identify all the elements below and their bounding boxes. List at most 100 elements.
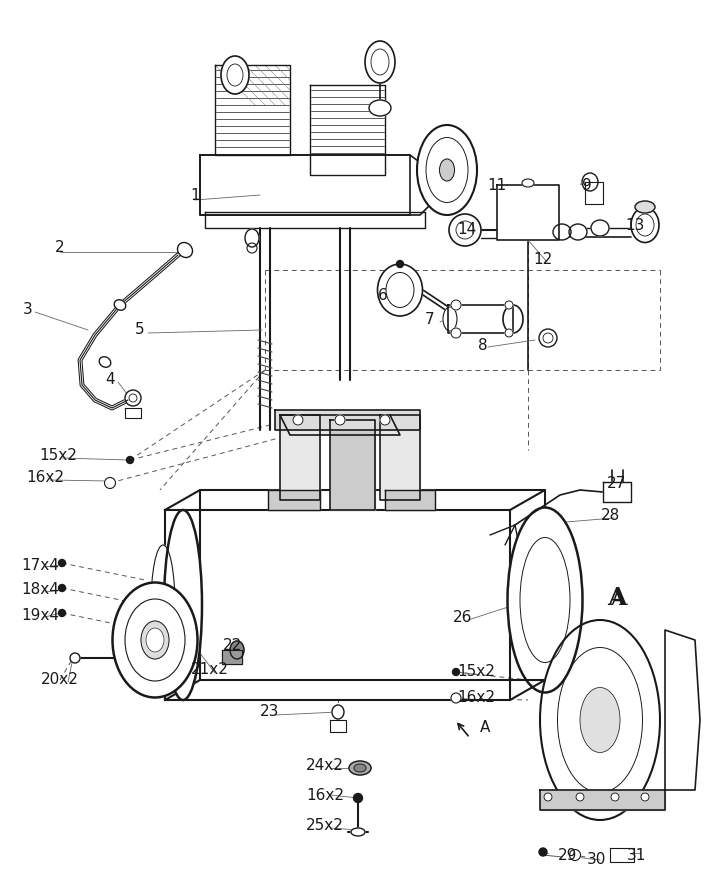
Ellipse shape [113, 583, 197, 697]
Ellipse shape [245, 229, 259, 247]
Polygon shape [268, 490, 320, 510]
Ellipse shape [129, 394, 137, 402]
Ellipse shape [426, 138, 468, 203]
Bar [585, 182, 603, 204]
Ellipse shape [99, 357, 111, 367]
Text: 18x4: 18x4 [21, 583, 59, 597]
Ellipse shape [371, 49, 389, 75]
Polygon shape [665, 630, 700, 790]
Polygon shape [540, 790, 665, 810]
Polygon shape [215, 65, 290, 155]
Polygon shape [205, 212, 425, 228]
Ellipse shape [349, 761, 371, 775]
Circle shape [396, 260, 403, 267]
Polygon shape [200, 155, 410, 215]
Ellipse shape [580, 687, 620, 753]
Ellipse shape [440, 159, 455, 181]
Ellipse shape [569, 224, 587, 240]
Text: 30: 30 [586, 853, 606, 867]
Text: 5: 5 [135, 323, 145, 338]
Circle shape [451, 300, 461, 310]
Text: 1: 1 [190, 188, 200, 203]
Text: 19x4: 19x4 [21, 608, 59, 622]
Bar [497, 185, 559, 240]
Ellipse shape [508, 508, 583, 693]
Ellipse shape [543, 333, 553, 343]
Circle shape [105, 477, 116, 488]
Text: 22: 22 [223, 637, 243, 653]
Text: 13: 13 [625, 217, 645, 232]
Ellipse shape [456, 221, 474, 239]
Polygon shape [380, 415, 420, 500]
Text: 16x2: 16x2 [26, 470, 64, 485]
Bar [330, 720, 346, 732]
Ellipse shape [449, 214, 481, 246]
Polygon shape [165, 680, 545, 700]
Ellipse shape [369, 100, 391, 116]
Circle shape [127, 457, 134, 463]
Circle shape [544, 793, 552, 801]
Text: A: A [480, 720, 490, 735]
Ellipse shape [386, 273, 414, 308]
Ellipse shape [417, 125, 477, 215]
Text: 31: 31 [626, 848, 646, 863]
Circle shape [59, 585, 66, 592]
Text: 16x2: 16x2 [457, 690, 495, 705]
Circle shape [505, 301, 513, 309]
Ellipse shape [631, 207, 659, 242]
Ellipse shape [125, 390, 141, 406]
Ellipse shape [230, 641, 244, 659]
Ellipse shape [582, 173, 598, 191]
Text: 17x4: 17x4 [21, 558, 59, 572]
Ellipse shape [114, 299, 126, 310]
Circle shape [451, 693, 461, 703]
Circle shape [59, 560, 66, 567]
Polygon shape [165, 490, 545, 510]
Ellipse shape [539, 329, 557, 347]
Text: 14: 14 [458, 223, 476, 238]
Text: 15x2: 15x2 [457, 664, 495, 679]
Ellipse shape [227, 64, 243, 86]
Ellipse shape [125, 599, 185, 681]
Polygon shape [200, 155, 440, 215]
Circle shape [576, 793, 584, 801]
Polygon shape [385, 490, 435, 510]
Ellipse shape [177, 242, 192, 257]
Circle shape [453, 669, 460, 676]
Circle shape [293, 415, 303, 425]
Text: 24x2: 24x2 [306, 757, 344, 772]
Text: 28: 28 [600, 508, 620, 522]
Ellipse shape [443, 307, 457, 331]
Ellipse shape [164, 510, 202, 700]
Text: 27: 27 [607, 476, 625, 491]
Text: 9: 9 [582, 178, 592, 192]
Ellipse shape [522, 179, 534, 187]
Bar [448, 305, 513, 333]
Text: 12: 12 [534, 252, 552, 267]
Polygon shape [330, 420, 375, 510]
Text: 23: 23 [260, 704, 280, 720]
Ellipse shape [354, 764, 366, 772]
Polygon shape [280, 415, 320, 500]
Text: A: A [607, 586, 627, 610]
Ellipse shape [70, 653, 80, 663]
Ellipse shape [332, 705, 344, 719]
Ellipse shape [221, 56, 249, 94]
Ellipse shape [636, 214, 654, 236]
Circle shape [380, 415, 390, 425]
Ellipse shape [247, 243, 257, 253]
Polygon shape [280, 415, 400, 435]
Circle shape [570, 849, 581, 861]
Ellipse shape [503, 305, 523, 333]
Ellipse shape [151, 545, 175, 665]
Circle shape [59, 610, 66, 617]
Text: 25x2: 25x2 [306, 817, 344, 832]
Polygon shape [275, 410, 420, 430]
Bar [125, 408, 141, 418]
Bar [603, 482, 631, 502]
Ellipse shape [141, 621, 169, 659]
Ellipse shape [520, 537, 570, 662]
Text: 8: 8 [478, 338, 488, 352]
Text: 11: 11 [487, 178, 507, 192]
Bar [222, 650, 242, 664]
